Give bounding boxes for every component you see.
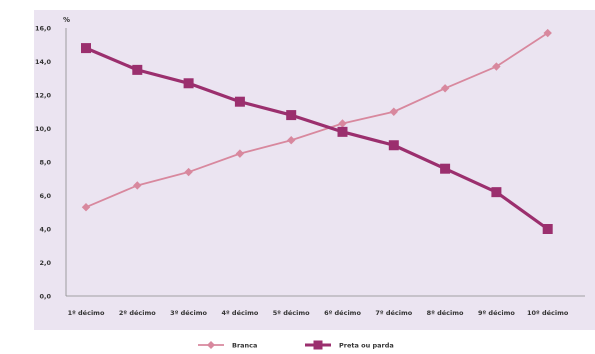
x-tick-label: 4º décimo bbox=[221, 309, 258, 317]
x-tick-label: 5º décimo bbox=[273, 309, 310, 317]
data-point-square bbox=[183, 78, 194, 89]
data-point-square bbox=[337, 126, 348, 137]
y-unit-label: % bbox=[63, 16, 70, 24]
y-tick-labels: 0,0 2,0 4,0 6,0 8,0 10,0 12,0 14,0 16,0 bbox=[35, 25, 52, 301]
data-point-diamond bbox=[440, 84, 450, 93]
x-tick-label: 8º décimo bbox=[427, 309, 464, 317]
legend-item: Preta ou parda bbox=[305, 340, 394, 350]
x-tick-label: 2º décimo bbox=[119, 309, 156, 317]
data-point-diamond bbox=[287, 136, 296, 145]
data-point-diamond bbox=[543, 28, 552, 38]
y-tick-label: 8,0 bbox=[39, 159, 51, 167]
data-point-square bbox=[234, 96, 245, 107]
y-tick-label: 4,0 bbox=[39, 226, 51, 234]
data-point-diamond bbox=[133, 181, 142, 190]
series-line-0 bbox=[85, 32, 549, 209]
x-tick-label: 1º décimo bbox=[68, 309, 105, 317]
data-point-square bbox=[440, 163, 451, 174]
data-point-diamond bbox=[338, 119, 347, 128]
data-point-square bbox=[491, 187, 502, 198]
x-tick-label: 3º décimo bbox=[170, 309, 207, 317]
y-tick-label: 10,0 bbox=[35, 125, 52, 133]
legend-marker-square bbox=[313, 340, 323, 350]
y-tick-label: 12,0 bbox=[35, 92, 52, 100]
legend: Branca Preta ou parda bbox=[198, 340, 394, 350]
y-tick-label: 14,0 bbox=[35, 58, 52, 66]
series-layer bbox=[81, 28, 553, 234]
x-tick-labels: 1º décimo 2º décimo 3º décimo 4º décimo 5º d… bbox=[68, 309, 569, 317]
y-tick-label: 0,0 bbox=[39, 293, 51, 301]
data-point-square bbox=[388, 140, 399, 151]
data-point-square bbox=[542, 224, 553, 234]
legend-label: Preta ou parda bbox=[339, 342, 394, 350]
data-point-diamond bbox=[389, 107, 398, 116]
legend-item: Branca bbox=[198, 341, 257, 350]
data-point-diamond bbox=[81, 203, 91, 212]
legend-marker-diamond bbox=[207, 341, 215, 349]
y-tick-label: 2,0 bbox=[39, 259, 51, 267]
x-tick-label: 10º décimo bbox=[527, 309, 569, 317]
data-point-diamond bbox=[184, 167, 193, 177]
series-line-1 bbox=[85, 46, 549, 231]
y-tick-label: 6,0 bbox=[39, 192, 51, 200]
legend-label: Branca bbox=[232, 342, 257, 350]
y-tick-label: 16,0 bbox=[35, 25, 52, 33]
data-point-square bbox=[132, 64, 143, 75]
x-tick-label: 6º décimo bbox=[324, 309, 361, 317]
data-point-diamond bbox=[235, 149, 245, 158]
data-point-diamond bbox=[492, 62, 501, 71]
x-tick-label: 7º décimo bbox=[375, 309, 412, 317]
x-tick-label: 9º décimo bbox=[478, 309, 515, 317]
data-point-square bbox=[286, 110, 297, 121]
data-point-square bbox=[81, 43, 91, 54]
